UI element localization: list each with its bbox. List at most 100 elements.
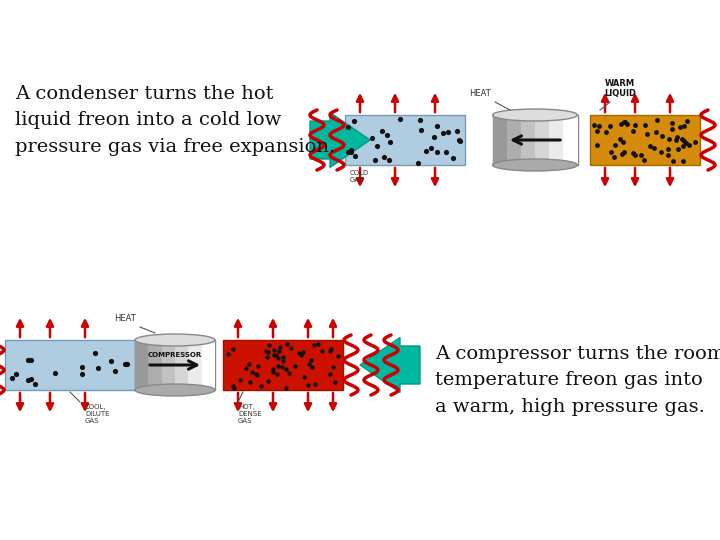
FancyArrow shape: [310, 112, 370, 167]
Point: [105, 357, 117, 366]
FancyBboxPatch shape: [162, 340, 175, 390]
Point: [672, 145, 683, 153]
Point: [269, 346, 280, 355]
Point: [120, 360, 131, 368]
Point: [251, 369, 262, 378]
FancyBboxPatch shape: [563, 115, 577, 165]
Point: [25, 356, 37, 365]
Point: [454, 137, 466, 145]
Point: [681, 116, 693, 125]
Point: [667, 157, 678, 165]
Point: [451, 127, 463, 136]
Point: [425, 144, 436, 152]
Point: [592, 140, 603, 149]
Point: [348, 152, 360, 160]
Point: [383, 156, 395, 164]
Point: [330, 377, 341, 386]
Point: [638, 156, 649, 164]
Point: [648, 144, 660, 152]
FancyBboxPatch shape: [492, 115, 507, 165]
Point: [657, 132, 668, 140]
Ellipse shape: [135, 334, 215, 346]
Ellipse shape: [492, 159, 577, 171]
Point: [629, 151, 641, 160]
Point: [333, 352, 344, 360]
Point: [22, 376, 34, 384]
FancyBboxPatch shape: [549, 115, 563, 165]
Text: A condenser turns the hot
liquid freon into a cold low
pressure gas via free exp: A condenser turns the hot liquid freon i…: [15, 85, 336, 156]
Text: HEAT: HEAT: [469, 89, 491, 98]
Point: [641, 130, 652, 138]
Point: [271, 369, 283, 378]
Point: [662, 145, 674, 153]
Ellipse shape: [135, 384, 215, 396]
Point: [369, 155, 380, 164]
Point: [678, 122, 690, 131]
Point: [618, 117, 629, 126]
Point: [235, 376, 246, 384]
Point: [302, 381, 314, 389]
Point: [260, 347, 271, 356]
FancyBboxPatch shape: [492, 115, 577, 165]
Point: [348, 117, 359, 125]
Point: [414, 116, 426, 125]
Point: [608, 152, 620, 161]
FancyBboxPatch shape: [148, 340, 162, 390]
Point: [274, 343, 286, 352]
Point: [271, 362, 283, 370]
Point: [678, 157, 689, 166]
Point: [593, 122, 605, 130]
FancyArrow shape: [360, 338, 420, 393]
Text: COLD
GAS: COLD GAS: [350, 170, 369, 183]
Point: [228, 381, 239, 390]
Point: [431, 147, 443, 156]
Point: [76, 362, 88, 371]
Point: [619, 118, 631, 126]
Point: [312, 339, 324, 348]
Point: [222, 349, 234, 358]
Point: [270, 351, 282, 360]
Point: [600, 128, 612, 137]
Point: [443, 127, 454, 136]
Point: [394, 114, 405, 123]
Text: COMPRESSOR: COMPRESSOR: [148, 352, 202, 358]
Point: [412, 159, 423, 167]
FancyBboxPatch shape: [202, 340, 215, 390]
Point: [441, 147, 452, 156]
Point: [591, 126, 603, 135]
Point: [346, 146, 357, 154]
Point: [305, 356, 317, 364]
Point: [227, 345, 238, 353]
Point: [454, 135, 465, 144]
Ellipse shape: [492, 109, 577, 121]
Point: [264, 340, 275, 349]
Point: [663, 135, 675, 144]
Point: [604, 122, 616, 130]
Point: [277, 356, 289, 365]
Point: [382, 131, 393, 139]
FancyBboxPatch shape: [535, 115, 549, 165]
Bar: [345, 115, 465, 165]
Point: [676, 134, 688, 143]
Point: [605, 147, 616, 156]
Point: [310, 380, 321, 388]
Point: [448, 154, 459, 163]
Point: [325, 345, 336, 354]
Point: [635, 151, 647, 159]
Point: [677, 142, 688, 151]
Point: [280, 364, 292, 373]
Point: [639, 121, 650, 130]
Bar: [223, 340, 343, 390]
Point: [662, 151, 673, 159]
FancyBboxPatch shape: [507, 115, 521, 165]
Bar: [5, 340, 135, 390]
Point: [652, 116, 663, 124]
Point: [289, 361, 300, 370]
Point: [345, 147, 356, 156]
Point: [246, 368, 258, 376]
Point: [689, 138, 701, 146]
Point: [621, 119, 632, 128]
Point: [415, 126, 427, 134]
Point: [280, 383, 292, 392]
Point: [262, 377, 274, 386]
